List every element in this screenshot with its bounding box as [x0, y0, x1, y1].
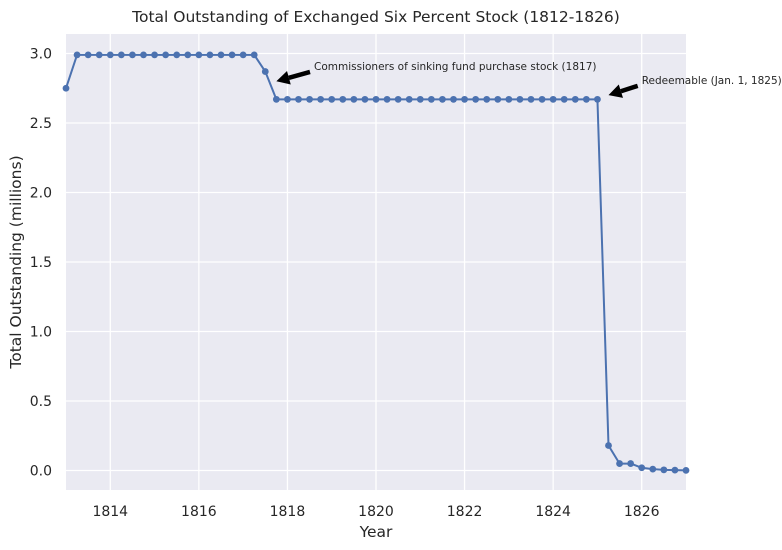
data-point	[494, 95, 502, 103]
x-tick-label: 1822	[447, 504, 483, 520]
data-point	[649, 465, 657, 473]
data-point	[350, 95, 358, 103]
y-tick-label: 1.5	[30, 255, 52, 271]
data-point	[261, 68, 269, 75]
data-point	[538, 95, 546, 103]
data-point	[317, 95, 325, 103]
data-point	[560, 95, 568, 103]
data-point	[162, 51, 170, 59]
data-point	[272, 95, 280, 103]
data-point	[372, 95, 380, 103]
annotation-arrow	[608, 83, 639, 98]
data-point	[339, 95, 347, 103]
data-point	[450, 95, 457, 103]
data-point	[427, 95, 435, 103]
data-point	[461, 95, 468, 103]
data-point	[95, 51, 103, 59]
y-tick-label: 0.0	[30, 464, 52, 480]
data-point	[73, 51, 81, 59]
data-point	[605, 442, 612, 449]
data-point	[472, 95, 480, 103]
data-point	[483, 95, 491, 103]
data-point	[549, 95, 557, 103]
data-point	[405, 95, 413, 103]
data-point	[660, 466, 668, 474]
data-point	[638, 464, 646, 472]
data-point	[250, 51, 258, 59]
y-tick-label: 1.0	[30, 325, 52, 341]
x-tick-label: 1824	[535, 504, 571, 520]
data-point	[416, 95, 424, 103]
gridlines	[66, 34, 686, 490]
data-point	[284, 95, 291, 103]
data-point	[62, 84, 70, 92]
x-tick-label: 1826	[624, 504, 660, 520]
x-tick-label: 1814	[92, 504, 128, 520]
data-point	[594, 95, 601, 103]
data-point	[173, 51, 181, 59]
data-point	[117, 51, 125, 59]
y-tick-label: 2.0	[30, 185, 52, 201]
series-group	[62, 51, 690, 474]
y-axis-label: Total Outstanding (millions)	[7, 155, 25, 369]
data-point	[439, 95, 446, 103]
x-axis-label: Year	[359, 523, 393, 541]
data-point	[627, 460, 635, 467]
data-point	[239, 51, 247, 59]
y-tick-label: 0.5	[30, 394, 52, 410]
annotations: Commissioners of sinking fund purchase s…	[276, 61, 782, 98]
data-point	[582, 95, 590, 103]
data-point	[527, 95, 535, 103]
data-point	[394, 95, 402, 103]
data-point	[328, 95, 336, 103]
y-tick-label: 2.5	[30, 116, 52, 132]
annotation-text: Commissioners of sinking fund purchase s…	[314, 61, 596, 73]
y-tick-label: 3.0	[30, 46, 52, 62]
data-point	[383, 95, 391, 103]
data-point	[151, 51, 158, 59]
x-tick-label: 1820	[358, 504, 394, 520]
data-point	[571, 95, 579, 103]
x-tick-label: 1818	[270, 504, 306, 520]
x-tick-label: 1816	[181, 504, 217, 520]
data-point	[671, 466, 679, 474]
data-point	[106, 51, 114, 59]
data-point	[616, 460, 623, 467]
data-point	[516, 95, 524, 103]
y-tick-labels: 0.0 0.5 1.0 1.5 2.0 2.5 3.0	[30, 46, 52, 479]
x-tick-labels: 1814 1816 1818 1820 1822 1824 1826	[92, 504, 659, 520]
data-point	[505, 95, 513, 103]
data-point	[217, 51, 225, 59]
data-point	[129, 51, 136, 59]
annotation-text: Redeemable (Jan. 1, 1825)	[642, 75, 782, 87]
data-point	[306, 95, 313, 103]
data-point	[84, 51, 92, 59]
chart-title: Total Outstanding of Exchanged Six Perce…	[131, 8, 620, 26]
data-point	[361, 95, 369, 103]
data-point	[195, 51, 203, 59]
annotation-arrow	[276, 69, 311, 85]
data-point	[140, 51, 147, 59]
data-point	[295, 95, 302, 103]
data-point	[682, 466, 690, 474]
data-point	[206, 51, 214, 59]
data-point	[228, 51, 236, 59]
data-point	[184, 51, 192, 59]
